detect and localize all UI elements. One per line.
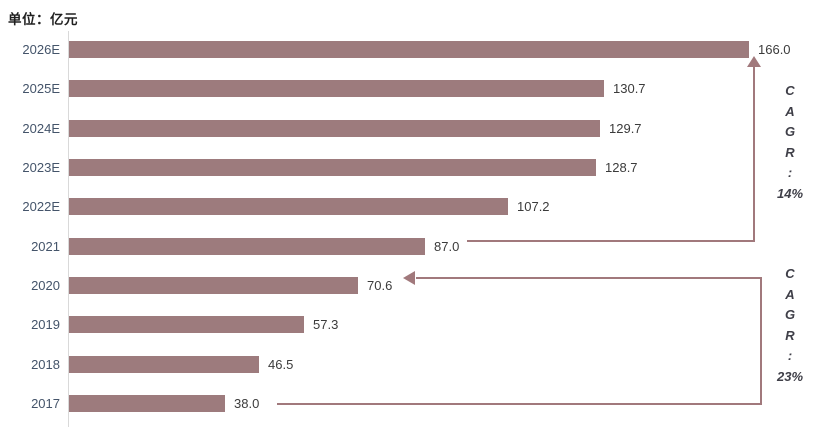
cagr-text-line: A bbox=[785, 286, 795, 302]
cagr-text-line: R bbox=[785, 144, 795, 160]
cagr-text-line: : bbox=[787, 348, 793, 363]
value-label-2018: 46.5 bbox=[268, 357, 294, 372]
cagr-lower-connector-bottom bbox=[277, 403, 762, 405]
category-label-2024E: 2024E bbox=[22, 121, 60, 136]
value-label-2022E: 107.2 bbox=[517, 199, 550, 214]
cagr-lower-connector-vertical bbox=[760, 277, 762, 404]
cagr-upper-connector-vertical bbox=[753, 66, 755, 241]
cagr-lower-connector-top bbox=[416, 277, 761, 279]
value-label-2025E: 130.7 bbox=[613, 81, 646, 96]
bar-2025E bbox=[69, 80, 604, 97]
category-label-2017: 2017 bbox=[31, 396, 60, 411]
cagr-annotation-upper: C A G R: 14% bbox=[764, 81, 814, 204]
value-label-2021: 87.0 bbox=[434, 239, 460, 254]
bar-2021 bbox=[69, 238, 425, 255]
value-label-2017: 38.0 bbox=[234, 396, 260, 411]
unit-label: 单位：亿元 bbox=[8, 12, 78, 27]
cagr-text-line: 23% bbox=[776, 368, 804, 384]
bar-2019 bbox=[69, 316, 304, 333]
cagr-text-line: R bbox=[785, 327, 795, 343]
cagr-text-line: : bbox=[787, 165, 793, 180]
cagr-annotation-lower: C A G R: 23% bbox=[764, 264, 814, 387]
arrow-left-icon bbox=[403, 271, 415, 285]
cagr-text-line: C bbox=[785, 83, 795, 98]
value-label-2024E: 129.7 bbox=[609, 121, 642, 136]
bar-2017 bbox=[69, 395, 225, 412]
category-label-2022E: 2022E bbox=[22, 199, 60, 214]
bar-2026E bbox=[69, 41, 749, 58]
category-label-2026E: 2026E bbox=[22, 42, 60, 57]
cagr-text-line: A bbox=[785, 103, 795, 119]
category-label-2018: 2018 bbox=[31, 357, 60, 372]
category-label-2023E: 2023E bbox=[22, 160, 60, 175]
bar-2018 bbox=[69, 356, 259, 373]
category-label-2020: 2020 bbox=[31, 278, 60, 293]
bar-2024E bbox=[69, 120, 600, 137]
y-axis-line bbox=[68, 31, 69, 427]
value-label-2026E: 166.0 bbox=[758, 42, 791, 57]
category-label-2019: 2019 bbox=[31, 317, 60, 332]
bar-2022E bbox=[69, 198, 508, 215]
cagr-text-line: 14% bbox=[776, 185, 804, 201]
value-label-2019: 57.3 bbox=[313, 317, 339, 332]
cagr-text-line: G bbox=[784, 124, 796, 139]
category-label-2021: 2021 bbox=[31, 239, 60, 254]
bar-2023E bbox=[69, 159, 596, 176]
value-label-2020: 70.6 bbox=[367, 278, 393, 293]
cagr-text-line: C bbox=[785, 266, 795, 281]
value-label-2023E: 128.7 bbox=[605, 160, 638, 175]
cagr-upper-connector-horizontal bbox=[467, 240, 755, 242]
arrow-up-icon bbox=[747, 56, 761, 67]
cagr-text-line: G bbox=[784, 307, 796, 322]
category-label-2025E: 2025E bbox=[22, 81, 60, 96]
bar-2020 bbox=[69, 277, 358, 294]
